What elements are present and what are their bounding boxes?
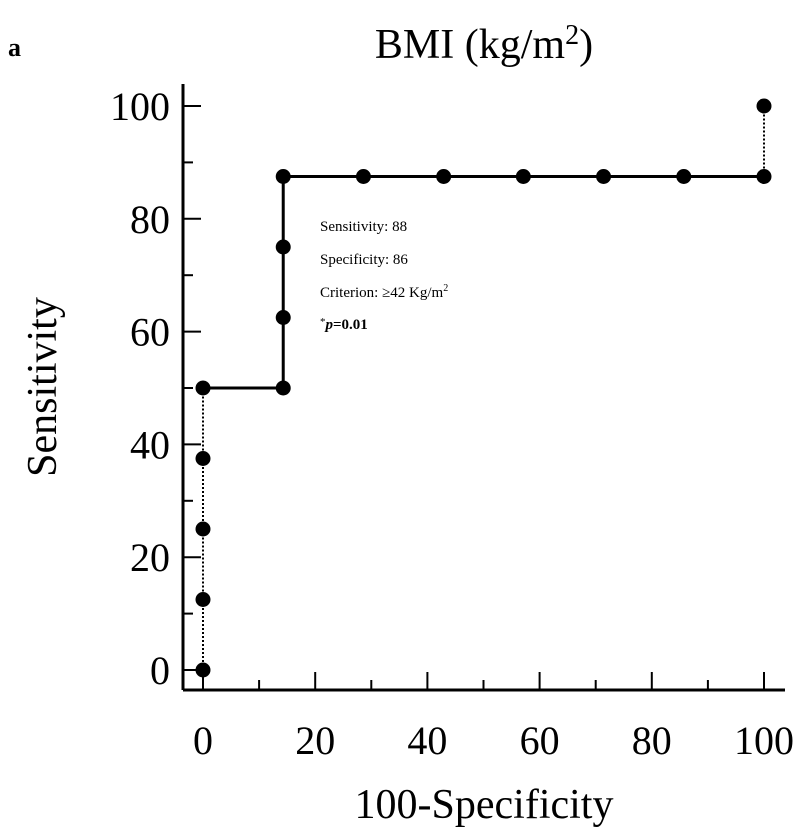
roc-point — [756, 169, 772, 184]
annotation-sensitivity: Sensitivity: 88 — [320, 219, 407, 235]
roc-point — [436, 169, 452, 184]
x-axis-label: 100-Specificity — [355, 782, 614, 828]
series — [195, 98, 772, 678]
x-tick-label: 0 — [193, 718, 213, 763]
roc-point — [676, 169, 692, 184]
annotation-p-star: * — [320, 316, 326, 328]
chart-title-text: BMI (kg/m — [375, 22, 566, 68]
roc-point — [275, 310, 291, 325]
roc-point — [596, 169, 612, 184]
annotation-criterion: Criterion: ≥42 Kg/m2 — [320, 283, 448, 301]
y-tick-label: 0 — [150, 648, 170, 693]
roc-point — [195, 592, 211, 607]
roc-point — [355, 169, 371, 184]
annotation-specificity: Specificity: 86 — [320, 252, 408, 268]
roc-point — [275, 239, 291, 255]
annotation-p-symbol: p — [324, 317, 334, 333]
roc-point — [195, 662, 211, 678]
annotation-p-value-text: =0.01 — [333, 317, 368, 333]
roc-point — [756, 98, 772, 114]
panel-label: a — [8, 33, 21, 62]
roc-point — [195, 380, 211, 396]
y-axis-label: Sensitivity — [20, 297, 66, 477]
y-tick-label: 100 — [110, 84, 170, 129]
x-tick-label: 60 — [520, 718, 560, 763]
y-tick-label: 20 — [130, 535, 170, 580]
y-tick-label: 60 — [130, 310, 170, 355]
stats-annotation: Sensitivity: 88 Specificity: 86 Criterio… — [320, 219, 448, 333]
roc-point — [195, 521, 211, 537]
roc-point — [195, 451, 211, 466]
x-tick-label: 80 — [632, 718, 672, 763]
chart-title: BMI (kg/m2) — [375, 20, 593, 68]
roc-point — [515, 169, 531, 184]
roc-point — [275, 169, 291, 184]
annotation-p-value: *p=0.01 — [320, 316, 368, 333]
annotation-criterion-superscript: 2 — [443, 283, 448, 294]
ticks: 0 20 40 60 80 100 0 20 40 60 80 100 — [110, 84, 794, 763]
x-tick-label: 40 — [407, 718, 447, 763]
y-tick-label: 80 — [130, 197, 170, 242]
x-tick-label: 100 — [734, 718, 794, 763]
x-tick-label: 20 — [295, 718, 335, 763]
annotation-criterion-text: Criterion: ≥42 Kg/m — [320, 285, 444, 301]
roc-point — [275, 380, 291, 396]
y-tick-label: 40 — [130, 422, 170, 467]
chart-title-superscript: 2 — [565, 20, 579, 51]
chart-title-suffix: ) — [579, 22, 593, 68]
